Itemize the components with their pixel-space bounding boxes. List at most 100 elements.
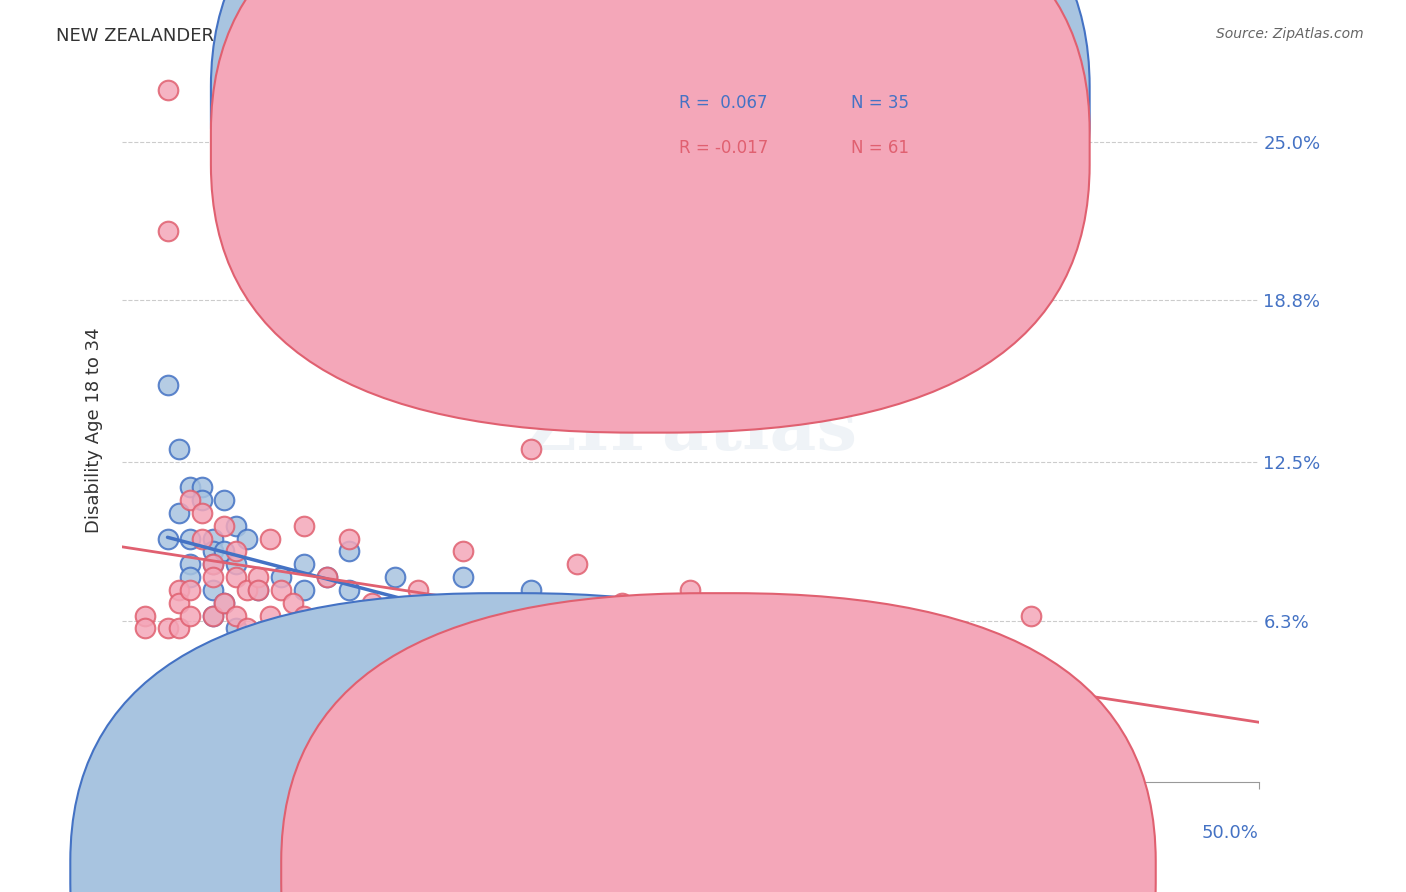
Point bbox=[610, 621, 633, 635]
Point bbox=[167, 596, 190, 610]
Point bbox=[179, 570, 201, 584]
Point bbox=[201, 608, 224, 623]
Point bbox=[214, 519, 236, 533]
Point bbox=[384, 570, 406, 584]
Point bbox=[337, 532, 360, 546]
Text: New Zealanders: New Zealanders bbox=[529, 863, 664, 880]
Text: N = 35: N = 35 bbox=[851, 95, 908, 112]
Point bbox=[520, 442, 543, 456]
Point bbox=[259, 532, 281, 546]
Point bbox=[259, 698, 281, 713]
Point bbox=[259, 608, 281, 623]
Point bbox=[292, 519, 315, 533]
Point bbox=[167, 442, 190, 456]
Point bbox=[179, 558, 201, 572]
Point bbox=[247, 582, 270, 597]
Text: 0.0%: 0.0% bbox=[122, 824, 167, 842]
Point bbox=[190, 532, 212, 546]
Text: NEW ZEALANDER VS VENEZUELAN DISABILITY AGE 18 TO 34 CORRELATION CHART: NEW ZEALANDER VS VENEZUELAN DISABILITY A… bbox=[56, 27, 807, 45]
Point bbox=[167, 506, 190, 520]
Point bbox=[565, 660, 588, 674]
Point bbox=[270, 570, 292, 584]
Point bbox=[543, 608, 565, 623]
Point bbox=[179, 480, 201, 494]
Point bbox=[679, 698, 702, 713]
Point bbox=[292, 608, 315, 623]
Point bbox=[270, 582, 292, 597]
Point bbox=[474, 621, 496, 635]
Point bbox=[225, 570, 247, 584]
Point bbox=[201, 558, 224, 572]
Point bbox=[214, 596, 236, 610]
Point bbox=[225, 519, 247, 533]
Point bbox=[247, 570, 270, 584]
Point bbox=[429, 634, 451, 648]
Point bbox=[292, 582, 315, 597]
Point bbox=[167, 621, 190, 635]
Point bbox=[1019, 608, 1042, 623]
Point bbox=[907, 685, 929, 699]
Text: N = 61: N = 61 bbox=[851, 139, 908, 157]
Text: R = -0.017: R = -0.017 bbox=[679, 139, 768, 157]
Point bbox=[179, 582, 201, 597]
Point bbox=[225, 544, 247, 558]
Point bbox=[201, 532, 224, 546]
Text: Source: ZipAtlas.com: Source: ZipAtlas.com bbox=[1216, 27, 1364, 41]
Point bbox=[214, 493, 236, 508]
Point bbox=[190, 506, 212, 520]
Point bbox=[451, 544, 474, 558]
Point bbox=[214, 544, 236, 558]
Point bbox=[201, 570, 224, 584]
Point bbox=[167, 582, 190, 597]
Point bbox=[201, 558, 224, 572]
Point bbox=[337, 544, 360, 558]
Point bbox=[406, 582, 429, 597]
Point bbox=[747, 634, 769, 648]
Point bbox=[337, 582, 360, 597]
Point bbox=[156, 224, 179, 238]
Point bbox=[225, 558, 247, 572]
Point bbox=[179, 608, 201, 623]
Point bbox=[236, 582, 259, 597]
Point bbox=[429, 660, 451, 674]
Point bbox=[225, 621, 247, 635]
Point bbox=[156, 621, 179, 635]
Point bbox=[315, 570, 337, 584]
Point bbox=[451, 570, 474, 584]
Point bbox=[156, 378, 179, 392]
Point bbox=[236, 634, 259, 648]
Point bbox=[679, 582, 702, 597]
Text: R =  0.067: R = 0.067 bbox=[679, 95, 768, 112]
Point bbox=[1066, 698, 1088, 713]
Point bbox=[610, 596, 633, 610]
Point bbox=[281, 596, 304, 610]
Y-axis label: Disability Age 18 to 34: Disability Age 18 to 34 bbox=[86, 327, 103, 533]
Point bbox=[498, 634, 520, 648]
Text: 50.0%: 50.0% bbox=[1202, 824, 1258, 842]
Point bbox=[134, 621, 156, 635]
Point bbox=[134, 608, 156, 623]
Point bbox=[156, 83, 179, 97]
Point bbox=[292, 558, 315, 572]
Point bbox=[236, 621, 259, 635]
Point bbox=[520, 582, 543, 597]
Text: ZIPatlas: ZIPatlas bbox=[523, 394, 858, 466]
Point bbox=[247, 647, 270, 661]
Point bbox=[247, 582, 270, 597]
Point bbox=[225, 608, 247, 623]
Point bbox=[793, 608, 815, 623]
Point bbox=[315, 570, 337, 584]
Text: Venezuelans: Venezuelans bbox=[740, 863, 844, 880]
Point bbox=[361, 596, 384, 610]
Point bbox=[747, 621, 769, 635]
Point bbox=[190, 493, 212, 508]
Point bbox=[838, 647, 860, 661]
Point bbox=[236, 532, 259, 546]
Point bbox=[384, 608, 406, 623]
Point bbox=[179, 493, 201, 508]
Point bbox=[337, 621, 360, 635]
Point bbox=[315, 621, 337, 635]
Point bbox=[520, 647, 543, 661]
Point bbox=[190, 480, 212, 494]
Point bbox=[201, 544, 224, 558]
